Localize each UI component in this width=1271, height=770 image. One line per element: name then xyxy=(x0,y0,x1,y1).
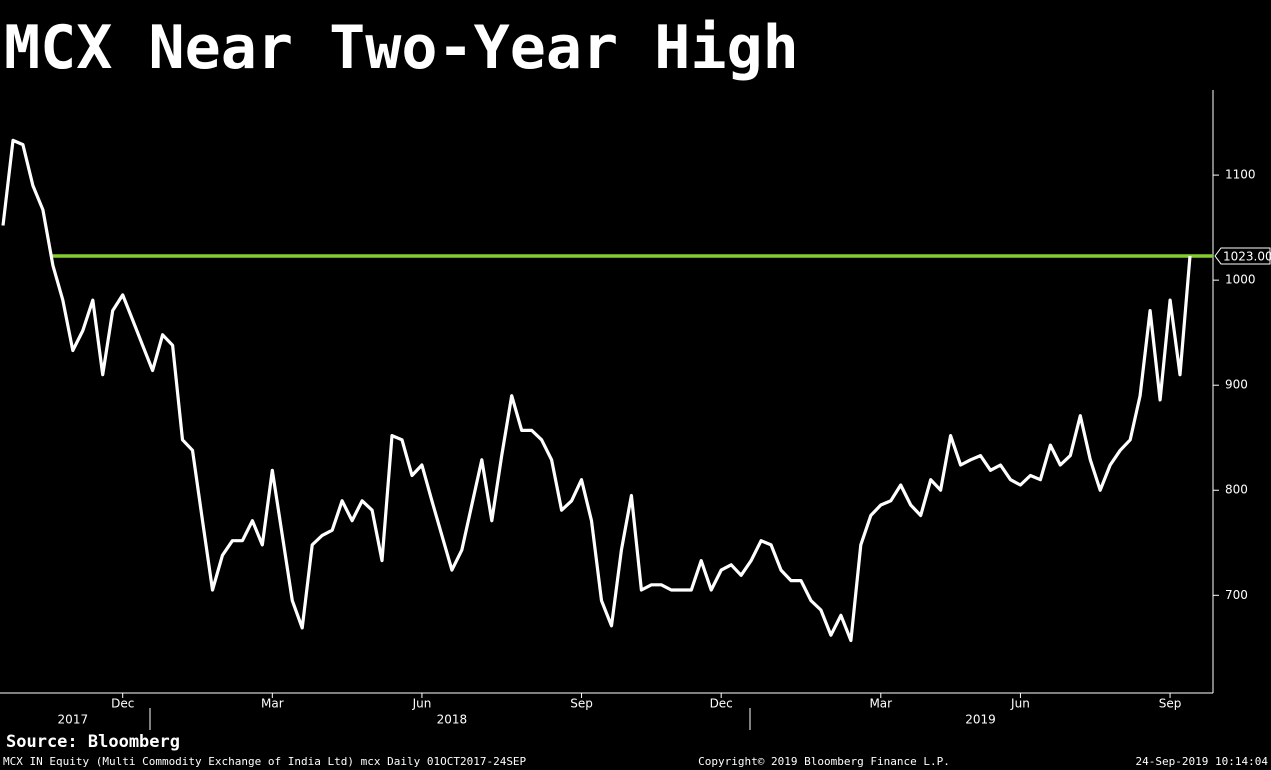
year-label: 2018 xyxy=(437,713,468,727)
y-tick-label: 1100 xyxy=(1225,168,1256,182)
y-tick-label: 900 xyxy=(1225,378,1248,392)
price-line xyxy=(1,138,1192,643)
x-tick-label: Dec xyxy=(111,697,134,711)
x-tick-label: Sep xyxy=(570,697,593,711)
x-tick-label: Mar xyxy=(261,697,284,711)
x-tick-label: Jun xyxy=(1010,697,1030,711)
x-tick-label: Jun xyxy=(412,697,432,711)
x-tick-label: Mar xyxy=(869,697,892,711)
x-tick-label: Sep xyxy=(1159,697,1182,711)
y-tick-label: 700 xyxy=(1225,588,1248,602)
reference-tag xyxy=(1214,247,1271,265)
chart-title: MCX Near Two-Year High xyxy=(4,13,799,83)
year-label: 2019 xyxy=(965,713,996,727)
footer-left: MCX IN Equity (Multi Commodity Exchange … xyxy=(3,755,527,768)
x-tick-label: Dec xyxy=(710,697,733,711)
year-label: 2017 xyxy=(58,713,89,727)
source: Source: Bloomberg xyxy=(6,732,180,752)
y-tick-label: 1000 xyxy=(1225,273,1256,287)
footer-center: Copyright© 2019 Bloomberg Finance L.P. xyxy=(698,755,950,768)
reference-label: 1023.00 xyxy=(1223,249,1271,263)
footer-right: 24-Sep-2019 10:14:04 xyxy=(1136,755,1269,768)
y-tick-label: 800 xyxy=(1225,483,1248,497)
